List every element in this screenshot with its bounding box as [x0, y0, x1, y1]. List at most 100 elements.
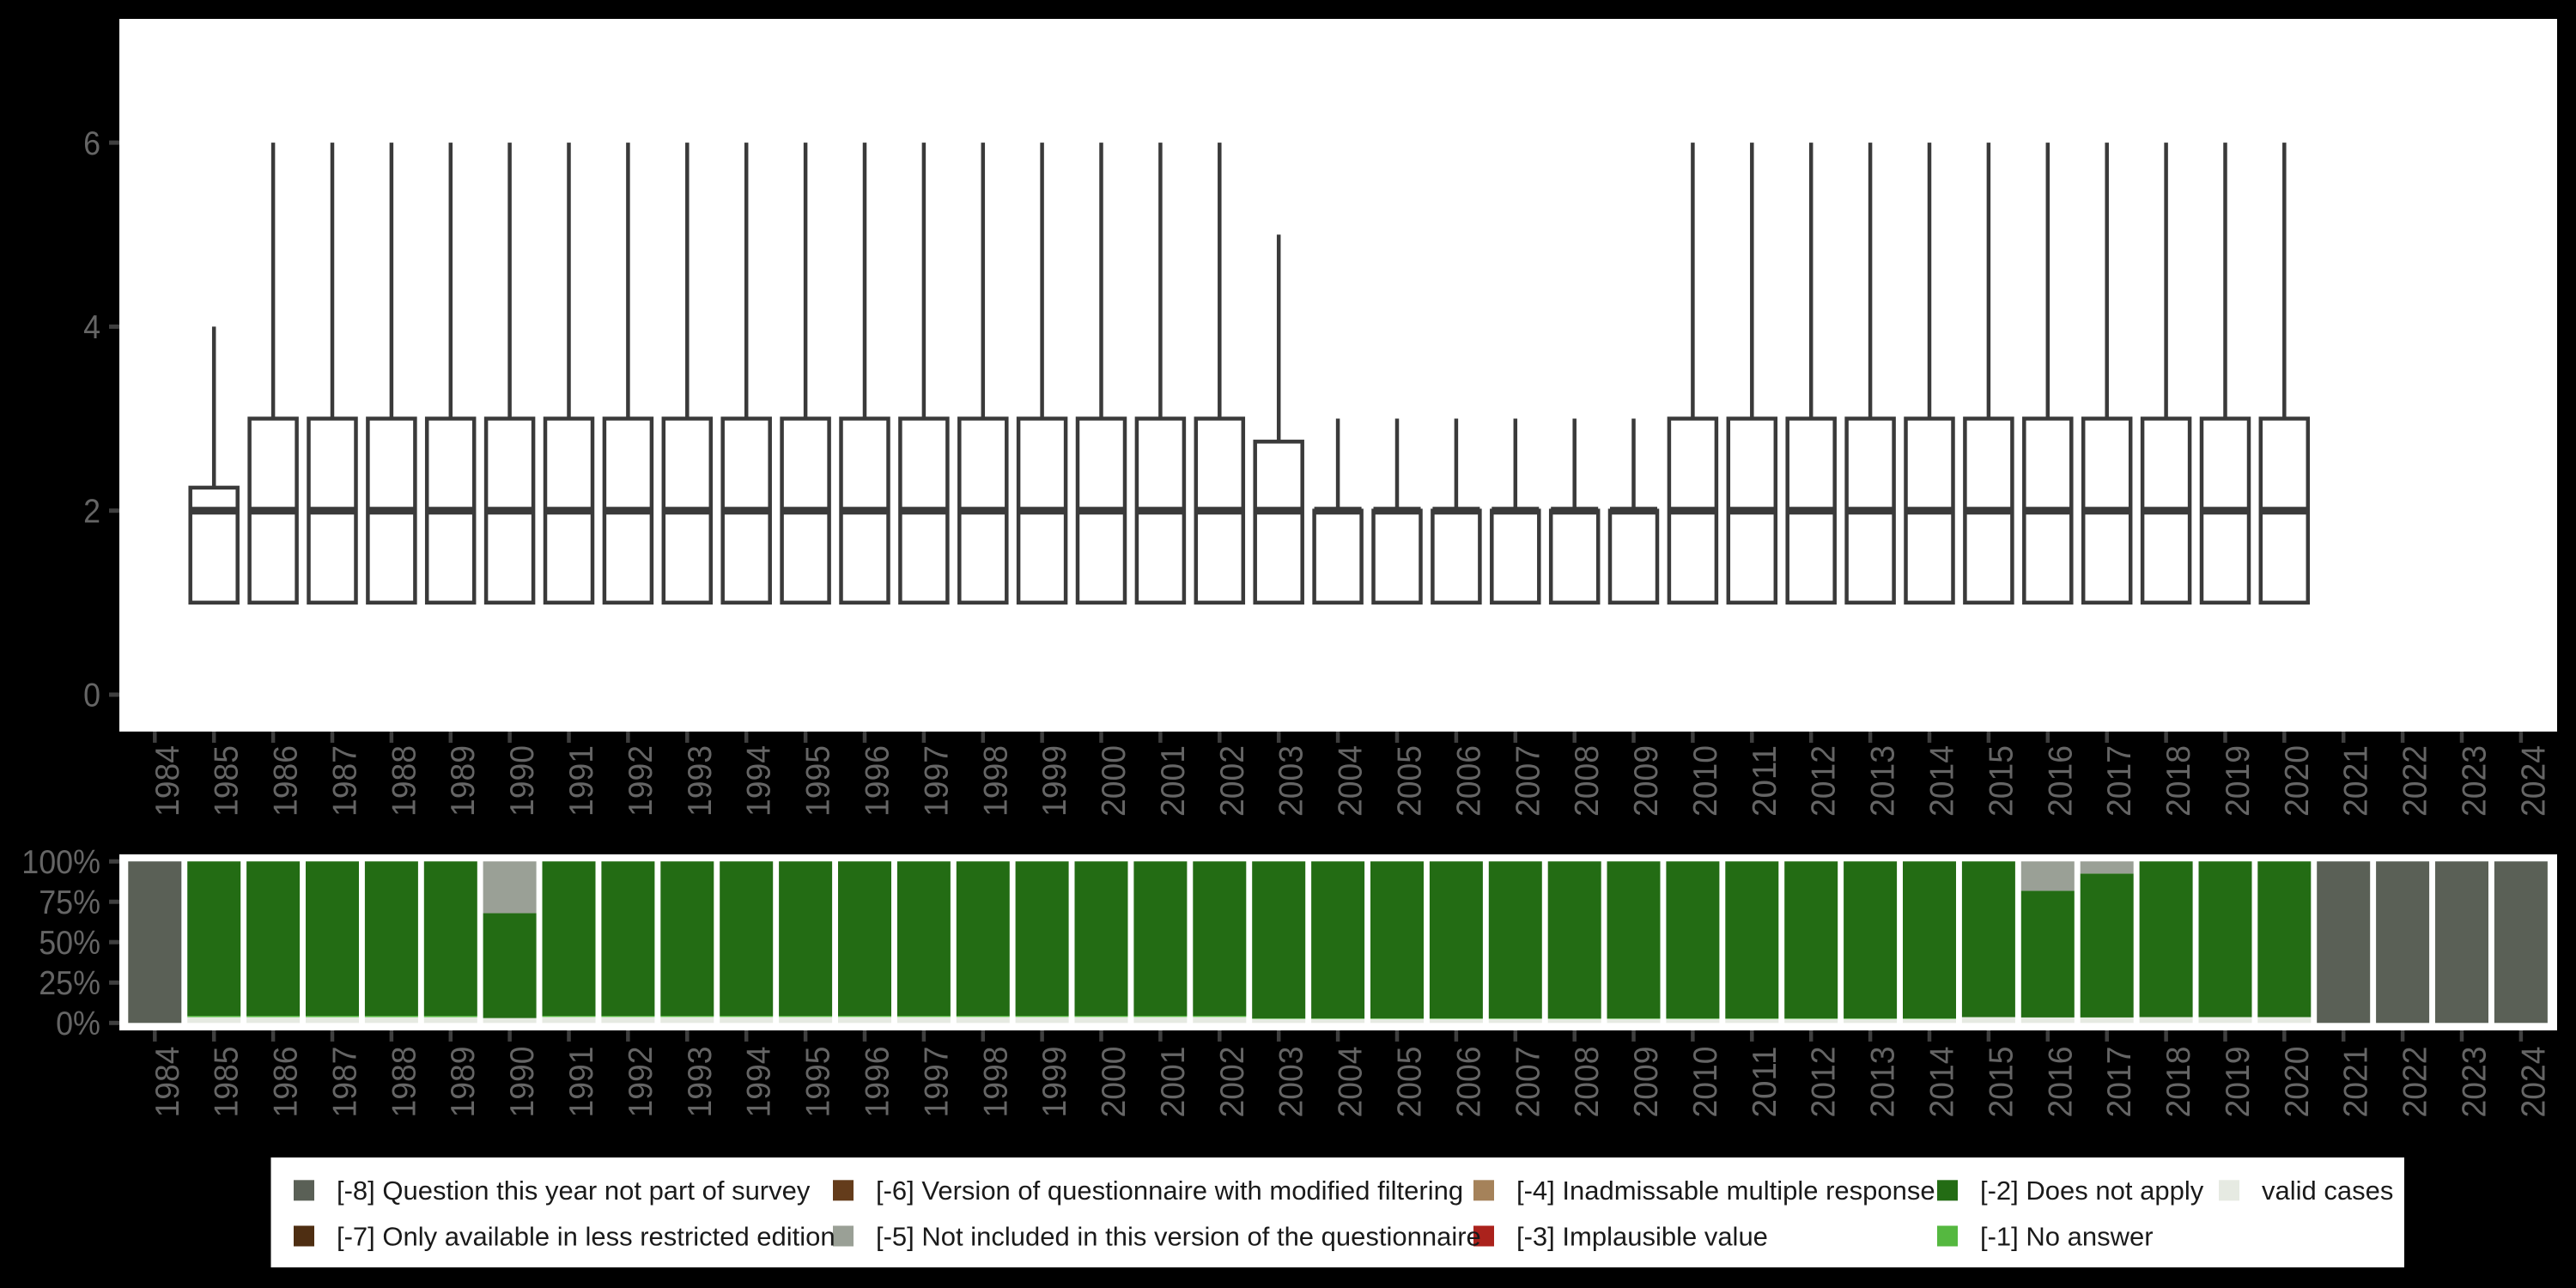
svg-text:2017: 2017	[2101, 745, 2138, 817]
svg-text:[-6] Version of questionnaire: [-6] Version of questionnaire with modif…	[876, 1176, 1463, 1206]
svg-text:50%: 50%	[39, 925, 100, 962]
svg-text:1990: 1990	[504, 1047, 541, 1118]
svg-text:2023: 2023	[2457, 1047, 2494, 1118]
svg-text:2007: 2007	[1510, 1047, 1546, 1118]
svg-text:1997: 1997	[918, 745, 955, 817]
svg-text:1988: 1988	[386, 1047, 422, 1118]
svg-text:2016: 2016	[2042, 1047, 2079, 1118]
svg-text:2023: 2023	[2457, 745, 2494, 817]
svg-text:2018: 2018	[2160, 1047, 2197, 1118]
svg-text:2: 2	[83, 493, 100, 530]
svg-text:[-3] Implausible value: [-3] Implausible value	[1516, 1221, 1768, 1251]
svg-text:2024: 2024	[2515, 1047, 2552, 1118]
svg-text:2001: 2001	[1155, 1047, 1192, 1118]
svg-text:1984: 1984	[149, 745, 186, 817]
svg-text:2008: 2008	[1569, 1047, 1606, 1118]
svg-text:2008: 2008	[1569, 745, 1606, 817]
svg-text:2020: 2020	[2279, 745, 2316, 817]
svg-text:2004: 2004	[1333, 745, 1370, 817]
svg-text:1991: 1991	[563, 745, 600, 817]
svg-text:1987: 1987	[327, 1047, 364, 1118]
svg-text:2003: 2003	[1273, 745, 1310, 817]
svg-text:2009: 2009	[1628, 745, 1665, 817]
svg-text:1995: 1995	[800, 745, 837, 817]
svg-text:[-8] Question this year not pa: [-8] Question this year not part of surv…	[337, 1176, 811, 1206]
svg-text:2013: 2013	[1865, 745, 1902, 817]
svg-text:1991: 1991	[563, 1047, 600, 1118]
svg-text:1996: 1996	[860, 1047, 896, 1118]
svg-text:1985: 1985	[209, 745, 246, 817]
svg-text:2022: 2022	[2397, 745, 2434, 817]
svg-text:2018: 2018	[2160, 745, 2197, 817]
svg-text:75%: 75%	[39, 884, 100, 921]
svg-text:2021: 2021	[2338, 1047, 2375, 1118]
svg-text:1986: 1986	[268, 1047, 305, 1118]
svg-text:1994: 1994	[741, 745, 778, 817]
svg-text:2011: 2011	[1747, 1047, 1783, 1118]
svg-text:2010: 2010	[1687, 1046, 1724, 1117]
svg-text:0%: 0%	[56, 1005, 100, 1042]
svg-text:100%: 100%	[21, 844, 100, 881]
svg-text:2011: 2011	[1747, 745, 1783, 817]
svg-text:1984: 1984	[149, 1047, 186, 1118]
svg-text:1998: 1998	[977, 745, 1014, 817]
svg-text:2004: 2004	[1333, 1047, 1370, 1118]
svg-text:1988: 1988	[386, 745, 422, 817]
svg-text:25%: 25%	[39, 965, 100, 1002]
svg-text:2002: 2002	[1214, 1047, 1251, 1118]
svg-text:2024: 2024	[2515, 745, 2552, 817]
svg-text:1985: 1985	[209, 1047, 246, 1118]
svg-text:1998: 1998	[977, 1047, 1014, 1118]
svg-text:[-1] No answer: [-1] No answer	[1980, 1221, 2154, 1251]
svg-text:1989: 1989	[445, 1047, 482, 1118]
svg-text:2014: 2014	[1924, 1047, 1961, 1118]
svg-text:[-5] Not included in this vers: [-5] Not included in this version of the…	[876, 1221, 1481, 1251]
svg-text:2017: 2017	[2101, 1047, 2138, 1118]
svg-text:1986: 1986	[268, 745, 305, 817]
svg-text:2009: 2009	[1628, 1047, 1665, 1118]
svg-text:2021: 2021	[2338, 745, 2375, 817]
svg-text:1992: 1992	[623, 745, 659, 817]
svg-text:2014: 2014	[1924, 745, 1961, 817]
svg-text:2000: 2000	[1096, 745, 1133, 817]
svg-text:0: 0	[83, 677, 100, 714]
svg-text:2003: 2003	[1273, 1047, 1310, 1118]
svg-text:2012: 2012	[1806, 745, 1843, 817]
svg-text:2019: 2019	[2220, 1047, 2257, 1118]
svg-text:2020: 2020	[2279, 1047, 2316, 1118]
svg-text:2015: 2015	[1983, 745, 2020, 817]
svg-text:2022: 2022	[2397, 1047, 2434, 1118]
svg-text:1987: 1987	[327, 745, 364, 817]
svg-text:1994: 1994	[741, 1047, 778, 1118]
svg-text:6: 6	[83, 125, 100, 162]
svg-text:1996: 1996	[860, 745, 896, 817]
svg-text:1997: 1997	[918, 1047, 955, 1118]
svg-text:1993: 1993	[682, 745, 719, 817]
svg-text:2002: 2002	[1214, 745, 1251, 817]
svg-text:2007: 2007	[1510, 745, 1546, 817]
svg-text:2000: 2000	[1096, 1047, 1133, 1118]
svg-text:[-2] Does not apply: [-2] Does not apply	[1980, 1176, 2204, 1206]
svg-text:[-7] Only available in less re: [-7] Only available in less restricted e…	[337, 1221, 835, 1251]
svg-text:1992: 1992	[623, 1047, 659, 1118]
svg-text:2006: 2006	[1450, 1047, 1487, 1118]
svg-text:2006: 2006	[1450, 745, 1487, 817]
svg-text:2005: 2005	[1392, 745, 1429, 817]
svg-text:1999: 1999	[1036, 745, 1073, 817]
svg-text:1999: 1999	[1036, 1047, 1073, 1118]
svg-text:2001: 2001	[1155, 745, 1192, 817]
svg-text:2005: 2005	[1392, 1047, 1429, 1118]
svg-text:1993: 1993	[682, 1047, 719, 1118]
svg-text:1995: 1995	[800, 1047, 837, 1118]
svg-text:2019: 2019	[2220, 745, 2257, 817]
svg-text:2016: 2016	[2042, 745, 2079, 817]
svg-text:[-4] Inadmissable multiple res: [-4] Inadmissable multiple response	[1516, 1176, 1935, 1206]
svg-text:4: 4	[83, 309, 100, 346]
svg-text:2015: 2015	[1983, 1047, 2020, 1118]
svg-text:2013: 2013	[1865, 1047, 1902, 1118]
svg-text:1990: 1990	[504, 745, 541, 817]
svg-text:1989: 1989	[445, 745, 482, 817]
svg-text:2012: 2012	[1806, 1047, 1843, 1118]
svg-text:2010: 2010	[1687, 745, 1724, 817]
svg-text:valid cases: valid cases	[2262, 1176, 2393, 1206]
